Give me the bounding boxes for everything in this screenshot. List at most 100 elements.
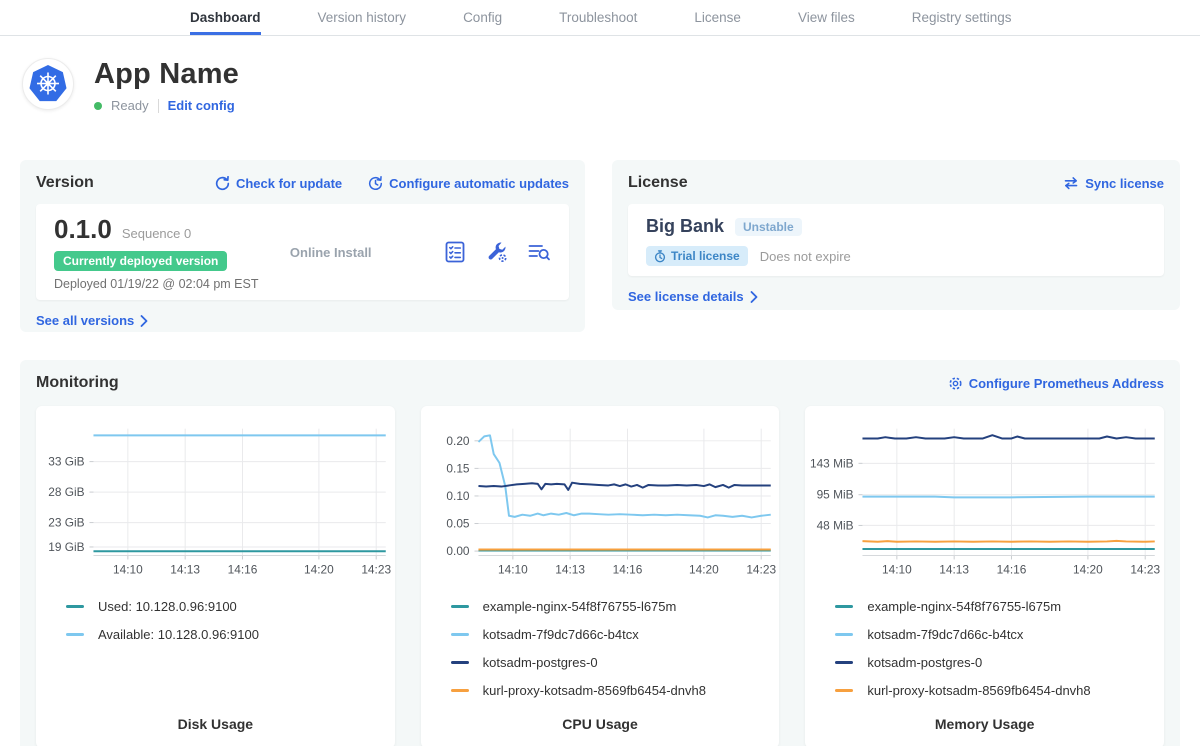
series-line — [863, 435, 1155, 438]
legend-item: Used: 10.128.0.96:9100 — [66, 592, 395, 620]
status-text: Ready — [111, 98, 149, 113]
svg-text:14:13: 14:13 — [940, 562, 970, 576]
tab-config[interactable]: Config — [463, 0, 502, 35]
svg-text:14:16: 14:16 — [612, 562, 642, 576]
version-number: 0.1.0 — [54, 214, 112, 245]
config-wrench-icon[interactable] — [485, 240, 509, 264]
svg-text:14:13: 14:13 — [170, 562, 200, 576]
svg-text:0.05: 0.05 — [446, 516, 470, 530]
svg-text:0.20: 0.20 — [446, 434, 470, 448]
license-expiry: Does not expire — [760, 249, 851, 264]
legend-label: kotsadm-7f9dc7d66c-b4tcx — [867, 627, 1023, 642]
charts-row: 14:1014:1314:1614:2014:2333 GiB28 GiB23 … — [36, 406, 1164, 746]
version-sequence: Sequence 0 — [122, 226, 191, 241]
legend-dash-icon — [835, 605, 853, 608]
legend-dash-icon — [451, 633, 469, 636]
series-line — [478, 435, 770, 517]
legend-label: kotsadm-postgres-0 — [483, 655, 598, 670]
series-line — [863, 497, 1155, 498]
license-name: Big Bank — [646, 216, 724, 237]
tab-dashboard[interactable]: Dashboard — [190, 0, 261, 35]
svg-text:19 GiB: 19 GiB — [48, 540, 84, 554]
svg-text:14:20: 14:20 — [304, 562, 334, 576]
legend-item: example-nginx-54f8f76755-l675m — [835, 592, 1164, 620]
current-version-card: 0.1.0 Sequence 0 Currently deployed vers… — [36, 204, 569, 300]
legend-item: kurl-proxy-kotsadm-8569fb6454-dnvh8 — [451, 676, 780, 704]
tab-registry-settings[interactable]: Registry settings — [912, 0, 1012, 35]
legend-dash-icon — [451, 661, 469, 664]
legend-label: kotsadm-7f9dc7d66c-b4tcx — [483, 627, 639, 642]
svg-text:14:13: 14:13 — [555, 562, 585, 576]
see-license-details-link[interactable]: See license details — [628, 289, 758, 304]
chevron-right-icon — [750, 291, 758, 303]
license-header: License — [628, 174, 688, 192]
chart-legend: Used: 10.128.0.96:9100 Available: 10.128.… — [36, 592, 395, 648]
legend-item: example-nginx-54f8f76755-l675m — [451, 592, 780, 620]
svg-text:14:16: 14:16 — [997, 562, 1027, 576]
top-nav: Dashboard Version history Config Troublesho… — [0, 0, 1200, 36]
svg-text:14:23: 14:23 — [361, 562, 391, 576]
chart-title: Memory Usage — [805, 716, 1164, 732]
edit-config-link[interactable]: Edit config — [168, 98, 235, 113]
see-all-versions-link[interactable]: See all versions — [36, 313, 148, 328]
monitoring-header: Monitoring — [36, 374, 119, 392]
app-logo — [22, 58, 74, 110]
tab-troubleshoot[interactable]: Troubleshoot — [559, 0, 637, 35]
check-for-update-link[interactable]: Check for update — [215, 176, 342, 191]
svg-text:23 GiB: 23 GiB — [48, 516, 84, 530]
license-detail-card: Big Bank Unstable Trial license Does not… — [628, 204, 1164, 276]
legend-label: Available: 10.128.0.96:9100 — [98, 627, 259, 642]
svg-text:95 MiB: 95 MiB — [817, 488, 854, 502]
svg-text:14:20: 14:20 — [1073, 562, 1103, 576]
app-header: App Name Ready Edit config — [22, 58, 1200, 130]
trial-license-badge: Trial license — [646, 246, 748, 266]
legend-dash-icon — [66, 605, 84, 608]
version-header: Version — [36, 174, 94, 192]
tab-version-history[interactable]: Version history — [318, 0, 407, 35]
chart-card-disk-usage: 14:1014:1314:1614:2014:2333 GiB28 GiB23 … — [36, 406, 395, 746]
svg-text:14:10: 14:10 — [882, 562, 912, 576]
tab-license[interactable]: License — [694, 0, 741, 35]
legend-label: kurl-proxy-kotsadm-8569fb6454-dnvh8 — [483, 683, 706, 698]
svg-text:143 MiB: 143 MiB — [810, 456, 854, 470]
svg-text:28 GiB: 28 GiB — [48, 485, 84, 499]
svg-text:0.15: 0.15 — [446, 461, 470, 475]
legend-label: example-nginx-54f8f76755-l675m — [483, 599, 677, 614]
sync-license-link[interactable]: Sync license — [1063, 176, 1164, 191]
svg-text:14:16: 14:16 — [228, 562, 258, 576]
deploy-logs-icon[interactable] — [527, 240, 551, 264]
legend-label: example-nginx-54f8f76755-l675m — [867, 599, 1061, 614]
legend-item: kotsadm-7f9dc7d66c-b4tcx — [835, 620, 1164, 648]
chart-plot: 14:1014:1314:1614:2014:230.200.150.100.0… — [421, 416, 780, 588]
legend-label: Used: 10.128.0.96:9100 — [98, 599, 237, 614]
legend-dash-icon — [451, 689, 469, 692]
chart-plot: 14:1014:1314:1614:2014:2333 GiB28 GiB23 … — [36, 416, 395, 588]
series-line — [478, 483, 770, 490]
svg-text:14:23: 14:23 — [1131, 562, 1161, 576]
sync-arrows-icon — [1063, 176, 1079, 190]
chart-title: Disk Usage — [36, 716, 395, 732]
svg-text:14:20: 14:20 — [689, 562, 719, 576]
configure-prometheus-link[interactable]: Configure Prometheus Address — [948, 376, 1164, 391]
chart-title: CPU Usage — [421, 716, 780, 732]
svg-text:14:23: 14:23 — [746, 562, 776, 576]
tab-view-files[interactable]: View files — [798, 0, 855, 35]
license-card: License Sync license Big Bank Unstable — [612, 160, 1180, 310]
legend-item: kotsadm-7f9dc7d66c-b4tcx — [451, 620, 780, 648]
legend-item: kotsadm-postgres-0 — [451, 648, 780, 676]
gear-icon — [948, 376, 963, 391]
series-line — [863, 541, 1155, 542]
svg-text:48 MiB: 48 MiB — [817, 518, 854, 532]
chart-legend: example-nginx-54f8f76755-l675m kotsadm-7f… — [805, 592, 1164, 704]
chart-card-cpu-usage: 14:1014:1314:1614:2014:230.200.150.100.0… — [421, 406, 780, 746]
svg-text:0.10: 0.10 — [446, 489, 470, 503]
legend-item: kotsadm-postgres-0 — [835, 648, 1164, 676]
legend-dash-icon — [66, 633, 84, 636]
legend-dash-icon — [835, 633, 853, 636]
configure-automatic-updates-link[interactable]: Configure automatic updates — [368, 176, 569, 191]
preflight-checks-icon[interactable] — [443, 240, 467, 264]
legend-label: kurl-proxy-kotsadm-8569fb6454-dnvh8 — [867, 683, 1090, 698]
deployed-timestamp: Deployed 01/19/22 @ 02:04 pm EST — [54, 277, 258, 291]
clock-refresh-icon — [368, 176, 383, 191]
kubernetes-icon — [28, 63, 68, 105]
